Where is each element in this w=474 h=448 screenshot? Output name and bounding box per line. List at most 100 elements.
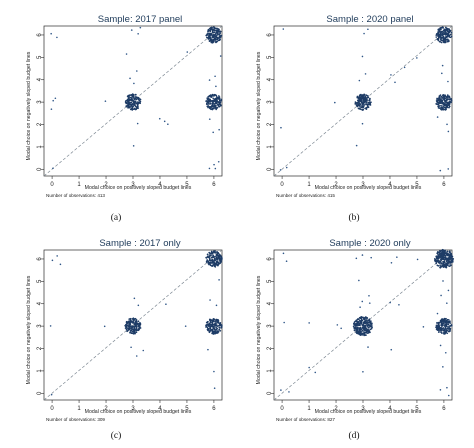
chart-title: Sample : 2020 panel: [326, 14, 413, 25]
reference-line: [43, 249, 223, 401]
data-point: [212, 327, 215, 329]
data-point: [129, 105, 131, 108]
data-point: [396, 256, 398, 258]
data-point: [435, 255, 438, 258]
data-point: [212, 36, 215, 39]
data-point: [125, 321, 128, 324]
data-point: [127, 103, 129, 106]
data-point: [366, 322, 368, 325]
data-point: [366, 317, 368, 320]
data-point: [213, 100, 216, 103]
data-point: [130, 325, 133, 327]
x-tick-label: 6: [442, 182, 446, 188]
data-point: [446, 40, 449, 43]
data-point: [50, 393, 53, 396]
chart-title: Sample: 2017 panel: [98, 14, 183, 25]
y-tick-label: 3: [267, 324, 273, 328]
data-point: [440, 249, 443, 252]
data-point: [130, 108, 133, 111]
data-point: [437, 105, 439, 108]
x-tick-label: 4: [388, 406, 392, 412]
data-point: [361, 300, 364, 303]
data-point: [447, 261, 450, 264]
data-point: [355, 257, 358, 260]
data-point: [207, 30, 210, 32]
data-point: [445, 259, 448, 261]
data-point: [209, 264, 212, 267]
data-point: [334, 101, 336, 104]
y-tick-label: 3: [37, 324, 43, 328]
data-point: [442, 366, 444, 368]
data-point: [362, 105, 364, 108]
data-point: [214, 322, 217, 325]
data-point: [135, 331, 138, 334]
data-point: [447, 318, 450, 321]
data-point: [361, 254, 364, 256]
data-point: [440, 256, 443, 259]
data-point: [367, 346, 369, 348]
data-point: [213, 257, 216, 260]
data-point: [440, 259, 442, 261]
x-axis-label: Modal choice on positively sloped budget…: [85, 185, 192, 191]
data-point: [445, 262, 447, 264]
x-tick-label: 3: [361, 406, 365, 412]
x-axis-label: Modal choice on positively sloped budget…: [315, 409, 422, 415]
x-tick-label: 3: [131, 182, 135, 188]
data-point: [285, 166, 288, 169]
data-point: [215, 107, 218, 110]
data-point: [443, 95, 446, 98]
data-point: [445, 34, 447, 36]
data-point: [446, 302, 448, 304]
data-point: [443, 318, 446, 321]
data-point: [449, 30, 451, 33]
data-point: [439, 344, 442, 347]
data-point: [137, 324, 139, 326]
data-point: [131, 318, 133, 320]
data-point: [357, 99, 360, 101]
data-point: [443, 40, 446, 43]
data-point: [447, 323, 450, 326]
data-point: [214, 101, 217, 104]
data-point: [358, 327, 361, 330]
data-point: [436, 325, 439, 327]
chart-title: Sample : 2020 only: [329, 238, 411, 249]
data-point: [209, 261, 212, 264]
data-point: [208, 255, 211, 258]
data-point: [137, 32, 139, 35]
data-point: [126, 330, 129, 333]
data-point: [439, 27, 442, 30]
data-point: [125, 328, 128, 331]
data-point: [209, 106, 212, 108]
data-point: [219, 257, 222, 260]
data-point: [441, 30, 444, 33]
data-point: [436, 312, 439, 315]
data-point: [212, 131, 214, 134]
data-point: [209, 299, 211, 301]
data-point: [359, 324, 361, 326]
data-point: [210, 38, 212, 41]
plot-area: 0 1 2 3 4 5 6 0 1 2 3 4 5 6: [37, 249, 223, 412]
data-point: [449, 325, 452, 327]
data-point: [125, 105, 128, 107]
data-point: [356, 323, 358, 326]
data-point: [130, 99, 133, 102]
data-point: [206, 103, 208, 106]
data-point: [364, 95, 367, 98]
data-point: [441, 39, 444, 42]
data-point: [438, 325, 441, 328]
data-point: [209, 323, 212, 326]
data-point: [214, 263, 217, 266]
data-point: [282, 28, 285, 30]
data-point: [367, 101, 370, 104]
data-point: [361, 55, 364, 58]
data-point: [214, 255, 216, 258]
data-point: [390, 348, 393, 351]
data-point: [280, 126, 282, 129]
data-point: [363, 93, 366, 96]
data-point: [210, 26, 213, 29]
data-point: [356, 332, 358, 334]
data-point: [208, 27, 211, 30]
data-point: [134, 328, 137, 331]
data-point: [448, 106, 450, 109]
data-point: [210, 108, 212, 111]
